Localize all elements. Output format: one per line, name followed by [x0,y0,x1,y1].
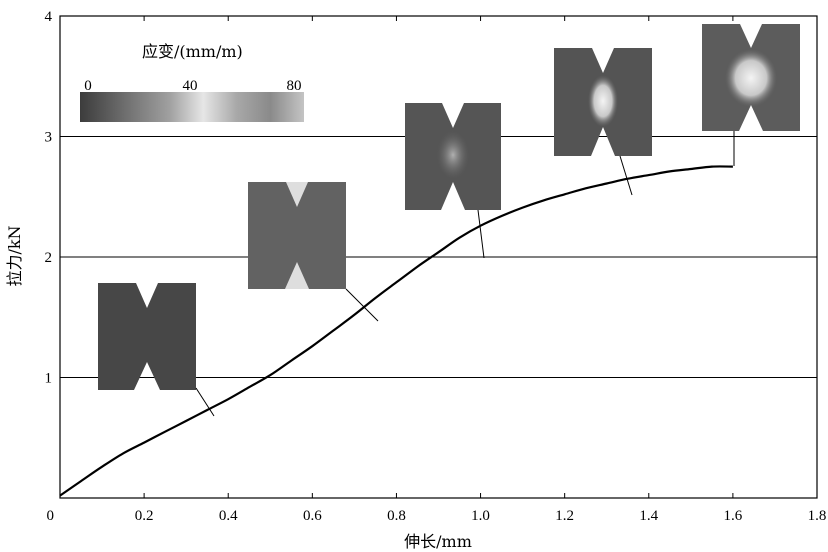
tick-marks [59,15,818,499]
x-tick-label-0: 0 [47,508,55,524]
colorbar-tick-0: 0 [84,78,92,94]
x-tick-labels: 0 0.2 0.4 0.6 0.8 1.0 1.2 1.4 1.6 1.8 [47,508,827,524]
y-axis-title: 拉力/kN [5,225,24,286]
colorbar-gradient [80,92,304,122]
x-tick-label-4: 0.8 [387,508,406,524]
strain-image-1 [98,283,196,390]
y-tick-label-1: 1 [45,371,53,387]
x-axis-title: 伸长/mm [404,532,472,551]
x-tick-label-7: 1.4 [639,508,658,524]
x-tick-label-2: 0.4 [219,508,238,524]
strain-images [98,24,800,390]
leader-line-2 [345,288,379,322]
y-tick-label-4: 4 [45,9,53,25]
x-tick-label-9: 1.8 [808,508,827,524]
leader-lines [195,131,735,417]
force-elongation-curve [59,165,733,497]
x-tick-label-3: 0.6 [303,508,322,524]
y-tick-label-3: 3 [45,130,53,146]
x-tick-label-1: 0.2 [135,508,154,524]
leader-line-4 [619,155,633,196]
leader-line-1 [195,387,215,417]
leader-line-3 [477,209,485,259]
colorbar-legend: 应变/(mm/m) 0 40 80 [80,42,304,122]
colorbar-title: 应变/(mm/m) [142,42,243,61]
x-tick-label-5: 1.0 [471,508,490,524]
x-tick-label-8: 1.6 [724,508,743,524]
colorbar-tick-40: 40 [183,78,198,94]
y-tick-labels: 1 2 3 4 [45,9,53,387]
strain-image-2 [248,182,346,289]
strain-image-5 [702,24,800,131]
x-tick-label-6: 1.2 [555,508,574,524]
colorbar-tick-80: 80 [287,78,302,94]
strain-image-3 [405,103,501,210]
strain-image-4 [554,48,652,156]
y-tick-label-2: 2 [45,250,53,266]
